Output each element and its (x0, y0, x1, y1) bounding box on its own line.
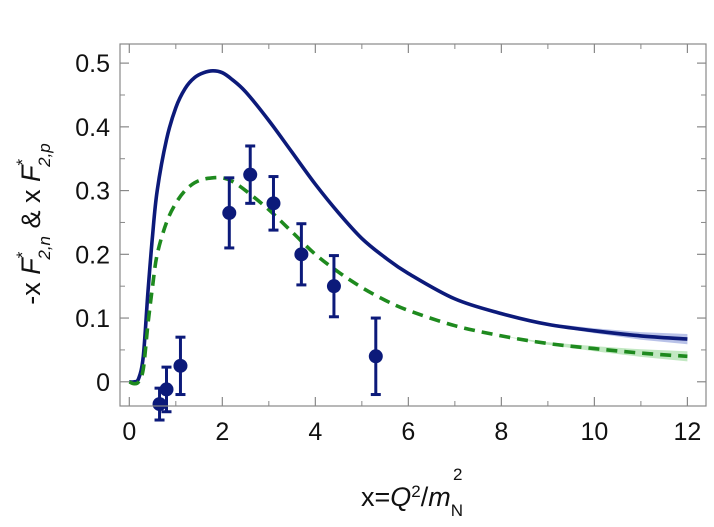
x-tick-label: 0 (122, 418, 136, 446)
y-tick-label: 0.3 (75, 178, 110, 206)
data-points (152, 144, 383, 422)
marker (222, 205, 237, 220)
y-tick-label: 0 (96, 369, 110, 397)
data-point-8 (326, 254, 341, 319)
data-point-3 (173, 335, 188, 397)
marker (294, 247, 309, 262)
x-axis-title: x=Q2/mN2 (361, 465, 463, 520)
frame-rect (119, 43, 707, 407)
tick-labels: 0 2 4 6 8 10 12 0 0.1 0.2 0.3 0.4 0.5 (75, 50, 701, 446)
data-point-2 (159, 365, 174, 414)
data-point-7 (294, 222, 309, 287)
data-point-5 (243, 144, 258, 205)
solid-curve (129, 69, 688, 384)
y-tick-label: 0.5 (75, 50, 110, 78)
y-tick-label: 0.2 (75, 241, 110, 269)
band-series-1 (501, 313, 688, 345)
x-tick-label: 12 (673, 418, 701, 446)
x-tick-label: 6 (401, 418, 415, 446)
dashed-curve (128, 175, 688, 386)
x-tick-label: 2 (215, 418, 229, 446)
y-axis-title: -x F* 2,n & x F* 2,p (13, 143, 54, 305)
marker (266, 196, 281, 211)
marker (173, 358, 188, 373)
data-point-9 (368, 316, 383, 397)
y-tick-label: 0.4 (75, 114, 110, 142)
data-point-6 (266, 175, 281, 232)
x-tick-label: 4 (308, 418, 322, 446)
curves (128, 69, 688, 386)
marker (368, 349, 383, 364)
plot-frame (119, 43, 707, 407)
x-tick-label: 8 (494, 418, 508, 446)
marker (326, 279, 341, 294)
x-tick-label: 10 (580, 418, 608, 446)
marker (243, 167, 258, 182)
y-tick-label: 0.1 (75, 305, 110, 333)
marker (152, 397, 167, 412)
marker (159, 382, 174, 397)
data-point-4 (222, 176, 237, 250)
axis-ticks (120, 44, 706, 406)
